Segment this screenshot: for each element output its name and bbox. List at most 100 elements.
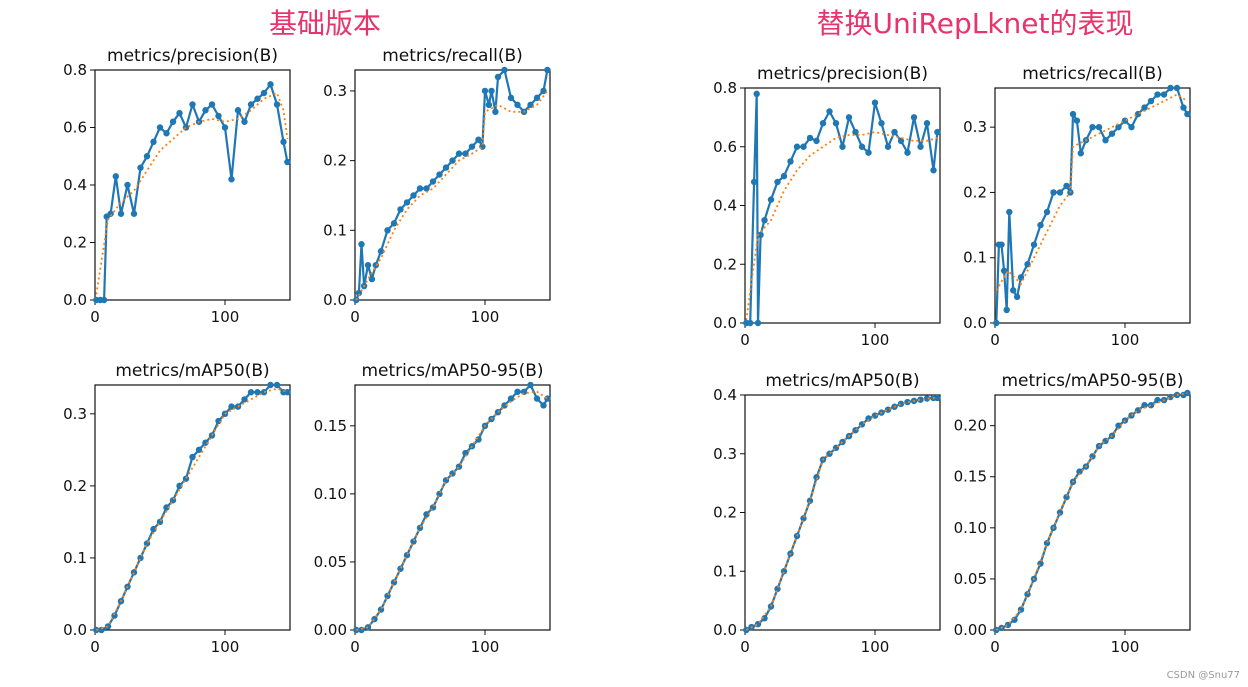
chart-4-data-point <box>897 137 905 145</box>
chart-7-ytick-label: 0.20 <box>954 417 987 435</box>
chart-2-data-point <box>247 389 255 396</box>
chart-2-data-point <box>254 389 261 396</box>
chart-1-data-point <box>355 289 363 297</box>
chart-3-data-point <box>410 538 417 545</box>
chart-right-map50-95: metrics/mAP50-95(B) 0.00 0.05 0.10 0.15 0.20 0… <box>954 371 1191 656</box>
chart-1-data-point <box>358 241 365 248</box>
chart-0-data-point <box>241 118 248 125</box>
chart-3-data-point <box>403 551 411 559</box>
chart-6-data-point <box>800 515 807 522</box>
chart-3-data-point <box>390 579 398 586</box>
chart-7-data-point <box>1037 560 1044 567</box>
chart-4-results-line <box>746 92 939 325</box>
chart-5-data-point <box>1010 287 1017 294</box>
chart-0-data-point <box>202 107 209 114</box>
chart-6-data-point <box>780 568 788 575</box>
chart-1-data-point <box>410 192 417 199</box>
chart-1-data-point <box>540 87 547 95</box>
chart-1-data-point <box>377 248 385 255</box>
chart-0-data-point <box>260 89 268 97</box>
chart-2-ytick-label: 0.1 <box>63 549 87 567</box>
chart-0-ytick-label: 0.4 <box>63 176 87 194</box>
chart-3-data-point <box>364 624 372 631</box>
chart-1-data-point <box>468 143 476 150</box>
chart-2-ytick-label: 0.0 <box>63 621 87 639</box>
chart-0-data-point <box>163 130 170 137</box>
chart-1-data-point <box>403 199 411 206</box>
chart-2-data-point <box>150 525 157 533</box>
chart-1-data-point <box>449 157 456 164</box>
chart-0-results-line <box>96 83 289 302</box>
chart-left-map50: metrics/mAP50(B) 0.0 0.1 0.2 0.3 0 100 <box>63 361 291 656</box>
chart-0-title: metrics/precision(B) <box>107 46 278 66</box>
chart-0-data-point <box>284 158 291 166</box>
chart-1-data-point <box>384 227 391 234</box>
chart-0-data-point <box>143 153 151 160</box>
chart-7-data-point <box>1115 422 1122 429</box>
chart-6-data-point <box>761 615 768 622</box>
chart-4-data-point <box>767 196 775 203</box>
chart-1-data-point <box>481 87 489 95</box>
chart-5-data-point <box>1050 189 1057 196</box>
chart-3-data-point <box>540 402 547 409</box>
chart-1-data-point <box>492 108 499 116</box>
chart-5-data-point <box>1180 104 1187 111</box>
chart-5-ytick-label: 0.2 <box>963 183 987 201</box>
chart-0-xtick-label: 100 <box>211 308 240 326</box>
chart-3-data-point <box>475 436 482 443</box>
chart-4-data-point <box>917 143 924 150</box>
chart-4-data-point <box>754 319 762 327</box>
chart-5-data-point <box>1154 91 1161 98</box>
chart-2-data-point <box>208 432 216 439</box>
chart-0-ytick-label: 0.0 <box>63 291 87 309</box>
chart-1-data-point <box>442 164 450 171</box>
chart-3-ytick-label: 0.05 <box>314 553 347 571</box>
chart-1-ytick-label: 0.2 <box>323 152 347 170</box>
chart-3-data-point <box>397 565 404 572</box>
chart-1-plot-frame <box>354 69 551 301</box>
chart-6-ytick-label: 0.1 <box>713 562 737 580</box>
chart-3-ytick-label: 0.10 <box>314 485 347 503</box>
chart-0-data-point <box>189 101 196 108</box>
chart-5-data-point <box>1167 84 1174 92</box>
chart-4-data-point <box>761 216 768 224</box>
chart-2-data-point <box>189 453 196 461</box>
chart-2-data-point <box>111 612 118 619</box>
chart-6-data-point <box>813 474 820 481</box>
chart-0-data-point <box>221 124 229 131</box>
chart-6-xtick-label: 0 <box>740 638 750 656</box>
chart-1-data-point <box>429 178 437 185</box>
chart-7-plot-frame <box>994 394 1191 631</box>
chart-4-data-point <box>787 158 794 165</box>
chart-0-ytick-label: 0.8 <box>63 61 87 79</box>
chart-1-ytick-label: 0.1 <box>323 221 347 239</box>
chart-7-ytick-label: 0.15 <box>954 468 987 486</box>
chart-0-ytick-label: 0.6 <box>63 119 87 137</box>
chart-5-data-point <box>1003 306 1010 314</box>
chart-6-data-point <box>767 603 775 610</box>
chart-4-ytick-label: 0.4 <box>713 197 737 215</box>
chart-7-data-point <box>1011 616 1018 623</box>
chart-4-data-point <box>839 143 846 150</box>
chart-1-data-point <box>533 94 541 102</box>
chart-4-data-point <box>910 114 918 121</box>
chart-5-data-point <box>1069 110 1077 118</box>
chart-4-data-point <box>750 178 758 186</box>
chart-2-data-point <box>202 439 209 446</box>
chart-2-data-point <box>228 403 235 410</box>
chart-7-data-point <box>993 626 1000 634</box>
chart-6-data-point <box>806 497 814 504</box>
chart-1-ytick-label: 0.3 <box>323 82 347 100</box>
chart-right-map50: metrics/mAP50(B) 0.0 0.1 0.2 0.3 0.4 0 100 <box>713 371 941 656</box>
chart-0-data-point <box>247 101 255 108</box>
chart-0-ytick-label: 0.2 <box>63 234 87 252</box>
chart-4-data-point <box>858 143 866 150</box>
chart-4-data-point <box>904 149 911 156</box>
chart-5-data-point <box>1037 221 1044 229</box>
chart-2-ytick-label: 0.2 <box>63 477 87 495</box>
chart-1-data-point <box>494 73 502 81</box>
chart-4-data-point <box>923 120 931 127</box>
chart-0-data-point <box>228 176 235 183</box>
chart-4-data-point <box>865 149 872 156</box>
chart-5-ytick-label: 0.3 <box>963 118 987 136</box>
